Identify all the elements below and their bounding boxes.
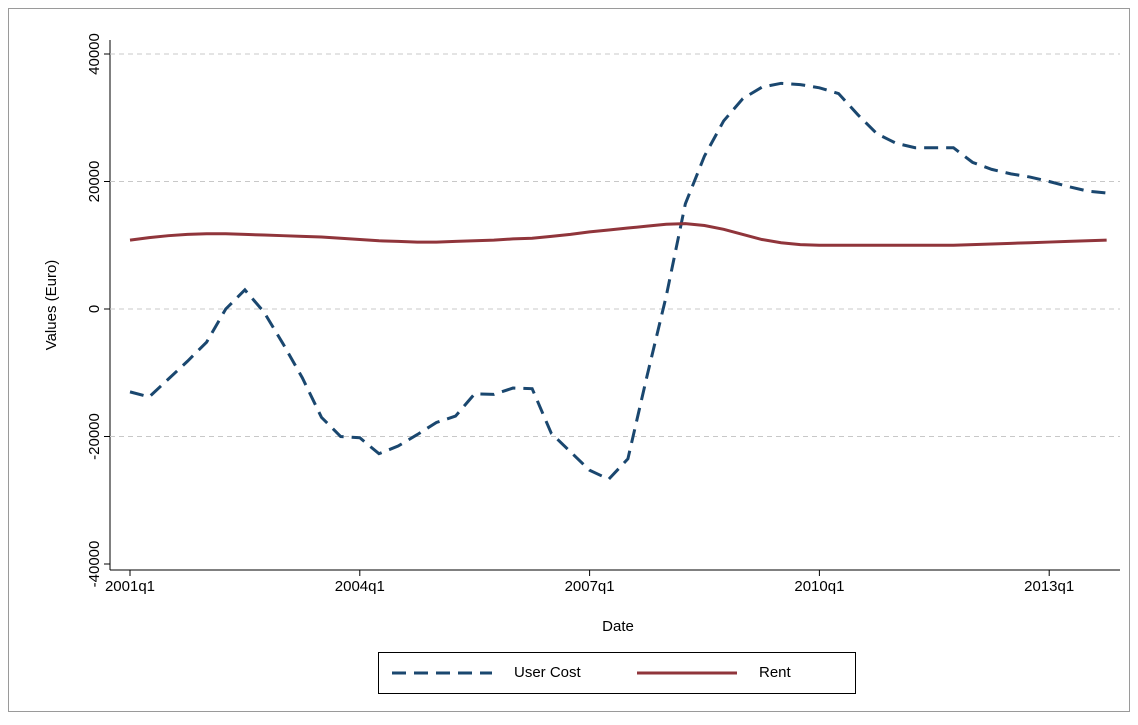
y-tick-label: 20000 bbox=[86, 161, 103, 203]
x-tick-label: 2013q1 bbox=[1024, 578, 1074, 595]
x-tick-label: 2007q1 bbox=[565, 578, 615, 595]
y-tick-label: -40000 bbox=[86, 541, 103, 588]
y-tick-label: -20000 bbox=[86, 413, 103, 460]
legend-label: Rent bbox=[759, 664, 792, 681]
y-tick-label: 0 bbox=[86, 305, 103, 313]
x-tick-label: 2004q1 bbox=[335, 578, 385, 595]
y-axis-label: Values (Euro) bbox=[43, 260, 60, 351]
frame bbox=[8, 8, 1130, 712]
x-tick-label: 2010q1 bbox=[794, 578, 844, 595]
y-tick-label: 40000 bbox=[86, 33, 103, 75]
legend-label: User Cost bbox=[514, 664, 582, 681]
x-tick-label: 2001q1 bbox=[105, 578, 155, 595]
series-line bbox=[129, 222, 1107, 247]
series-line bbox=[129, 81, 1107, 482]
x-axis-label: Date bbox=[602, 618, 634, 635]
